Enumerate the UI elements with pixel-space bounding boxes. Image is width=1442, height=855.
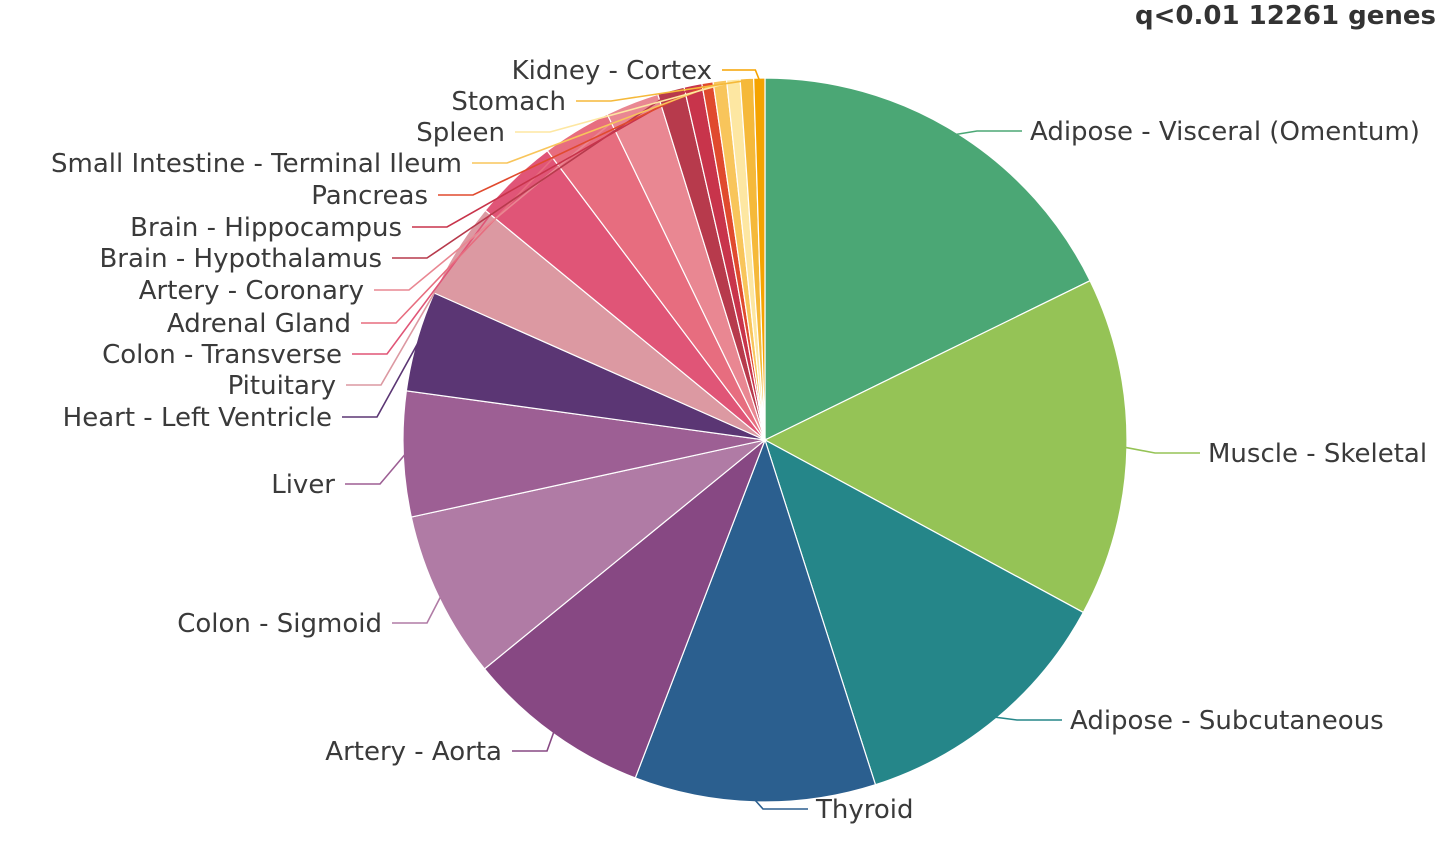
slice-labels: Adipose - Visceral (Omentum) Muscle - Ske…	[51, 56, 1427, 825]
leader-line-muscle-skeletal	[1124, 446, 1200, 454]
slice-label-thyroid: Thyroid	[815, 795, 914, 825]
leader-line-stomach	[576, 79, 748, 102]
slice-label-colon-transverse: Colon - Transverse	[102, 340, 342, 370]
leader-line-artery-coronary	[374, 104, 634, 291]
leader-line-brain-hippocampus	[412, 86, 694, 228]
slice-label-liver: Liver	[271, 470, 335, 500]
leader-line-pancreas	[438, 83, 709, 196]
slice-label-brain-hippocampus: Brain - Hippocampus	[130, 213, 402, 243]
leader-line-liver	[345, 453, 406, 485]
slice-label-artery-aorta: Artery - Aorta	[325, 737, 502, 767]
pie-slice-adipose-visceral-omentum	[764, 77, 1091, 441]
slice-label-spleen: Spleen	[416, 118, 505, 148]
slice-label-pituitary: Pituitary	[228, 371, 336, 401]
slice-label-muscle-skeletal: Muscle - Skeletal	[1208, 439, 1427, 469]
slice-label-adrenal-gland: Adrenal Gland	[167, 309, 351, 339]
leader-line-spleen	[515, 80, 734, 133]
leader-line-adipose-subcutaneous	[994, 716, 1062, 721]
leader-line-thyroid	[754, 799, 808, 810]
slice-label-colon-sigmoid: Colon - Sigmoid	[177, 609, 382, 639]
leader-line-kidney-cortex	[722, 69, 761, 81]
slice-label-kidney-cortex: Kidney - Cortex	[512, 56, 712, 86]
leader-line-pituitary	[346, 250, 460, 386]
pie-slice-liver	[402, 390, 766, 518]
slice-label-adipose-visceral-omentum: Adipose - Visceral (Omentum)	[1030, 117, 1420, 147]
slice-label-stomach: Stomach	[451, 87, 566, 117]
slice-label-pancreas: Pancreas	[311, 181, 428, 211]
pie-slice-thyroid	[634, 438, 877, 803]
leader-line-adipose-visceral-omentum	[955, 130, 1022, 136]
pie-slice-colon-sigmoid	[410, 439, 766, 670]
chart-title: q<0.01 12261 genes	[1135, 1, 1436, 31]
slice-label-heart-left-ventricle: Heart - Left Ventricle	[63, 403, 332, 433]
slice-label-adipose-subcutaneous: Adipose - Subcutaneous	[1070, 706, 1384, 736]
leader-line-artery-aorta	[512, 731, 555, 752]
slice-label-small-intestine-terminal-ileum: Small Intestine - Terminal Ileum	[51, 149, 462, 179]
slice-label-brain-hypothalamus: Brain - Hypothalamus	[99, 244, 382, 274]
leader-line-brain-hypothalamus	[392, 91, 672, 259]
leader-lines	[342, 69, 1200, 810]
slice-label-artery-coronary: Artery - Coronary	[139, 276, 364, 306]
pie-slices	[402, 77, 1128, 803]
leader-line-colon-sigmoid	[392, 596, 442, 624]
leader-line-small-intestine-terminal-ileum	[472, 82, 721, 164]
pie-slice-adipose-subcutaneous	[763, 438, 1085, 786]
leader-line-heart-left-ventricle	[342, 341, 420, 418]
